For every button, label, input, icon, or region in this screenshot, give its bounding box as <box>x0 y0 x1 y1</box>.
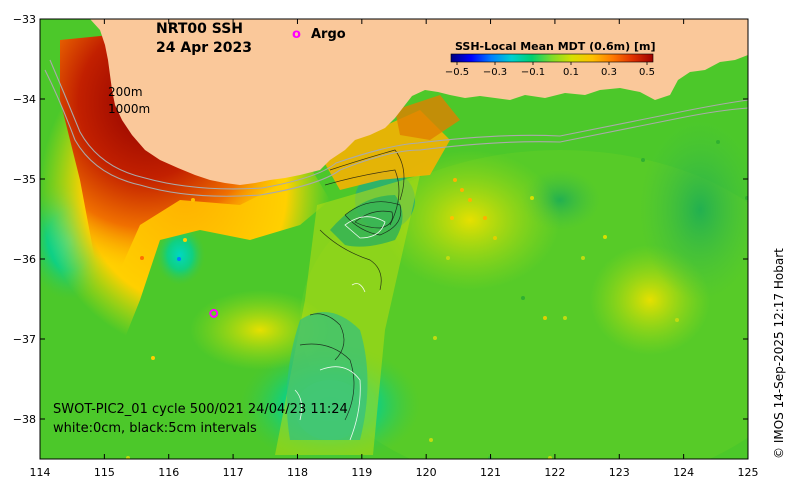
x-tick-label: 121 <box>480 466 501 479</box>
y-tick-label: −37 <box>13 333 36 346</box>
isobath-1000-label: 1000m <box>108 102 150 116</box>
credit-text: © IMOS 14-Sep-2025 12:17 Hobart <box>772 248 786 459</box>
title-product: NRT00 SSH <box>156 21 243 37</box>
isobath-lines <box>44 59 748 197</box>
y-tick-label: −34 <box>13 93 36 106</box>
x-tick-label: 117 <box>223 466 244 479</box>
colorbar-tick-label: 0.5 <box>639 67 655 78</box>
colorbar-tick-label: 0.1 <box>563 67 579 78</box>
x-tick-label: 120 <box>416 466 437 479</box>
observation-dots <box>126 140 748 459</box>
x-tick-label: 122 <box>544 466 565 479</box>
x-tick-label: 125 <box>738 466 759 479</box>
colorbar-tick-label: −0.1 <box>521 67 545 78</box>
argo-float-marker <box>209 308 219 318</box>
isobath-200-label: 200m <box>108 85 143 99</box>
colorbar-tick-label: 0.3 <box>601 67 617 78</box>
colorbar-tick-label: −0.5 <box>445 67 469 78</box>
x-axis: 114 115 116 117 118 119 120 121 122 123 124 125 <box>30 19 759 479</box>
colorbar-tick-label: −0.3 <box>483 67 507 78</box>
swot-swath <box>275 149 420 455</box>
x-tick-label: 119 <box>351 466 372 479</box>
argo-legend-symbol: o <box>292 27 301 42</box>
argo-legend-label: Argo <box>311 27 346 42</box>
argo-float-markers <box>209 308 219 318</box>
x-tick-label: 123 <box>609 466 630 479</box>
x-tick-label: 116 <box>158 466 179 479</box>
colorbar-title: SSH-Local Mean MDT (0.6m) [m] <box>455 40 655 53</box>
swot-note-line1: SWOT-PIC2_01 cycle 500/021 24/04/23 11:2… <box>53 402 348 417</box>
x-tick-label: 124 <box>673 466 694 479</box>
title-date: 24 Apr 2023 <box>156 40 252 56</box>
y-tick-label: −35 <box>13 173 36 186</box>
colorbar: SSH-Local Mean MDT (0.6m) [m] −0.5 −0.3 −0… <box>445 40 656 78</box>
ssh-field <box>40 19 748 459</box>
x-tick-label: 118 <box>287 466 308 479</box>
x-tick-label: 114 <box>30 466 51 479</box>
x-tick-label: 115 <box>94 466 115 479</box>
plot-frame <box>39 18 749 460</box>
y-tick-label: −36 <box>13 253 36 266</box>
y-tick-label: −38 <box>13 413 36 426</box>
swot-note-line2: white:0cm, black:5cm intervals <box>53 421 257 436</box>
y-tick-label: −33 <box>13 13 36 26</box>
y-axis: −33 −34 −35 −36 −37 −38 <box>13 13 748 426</box>
